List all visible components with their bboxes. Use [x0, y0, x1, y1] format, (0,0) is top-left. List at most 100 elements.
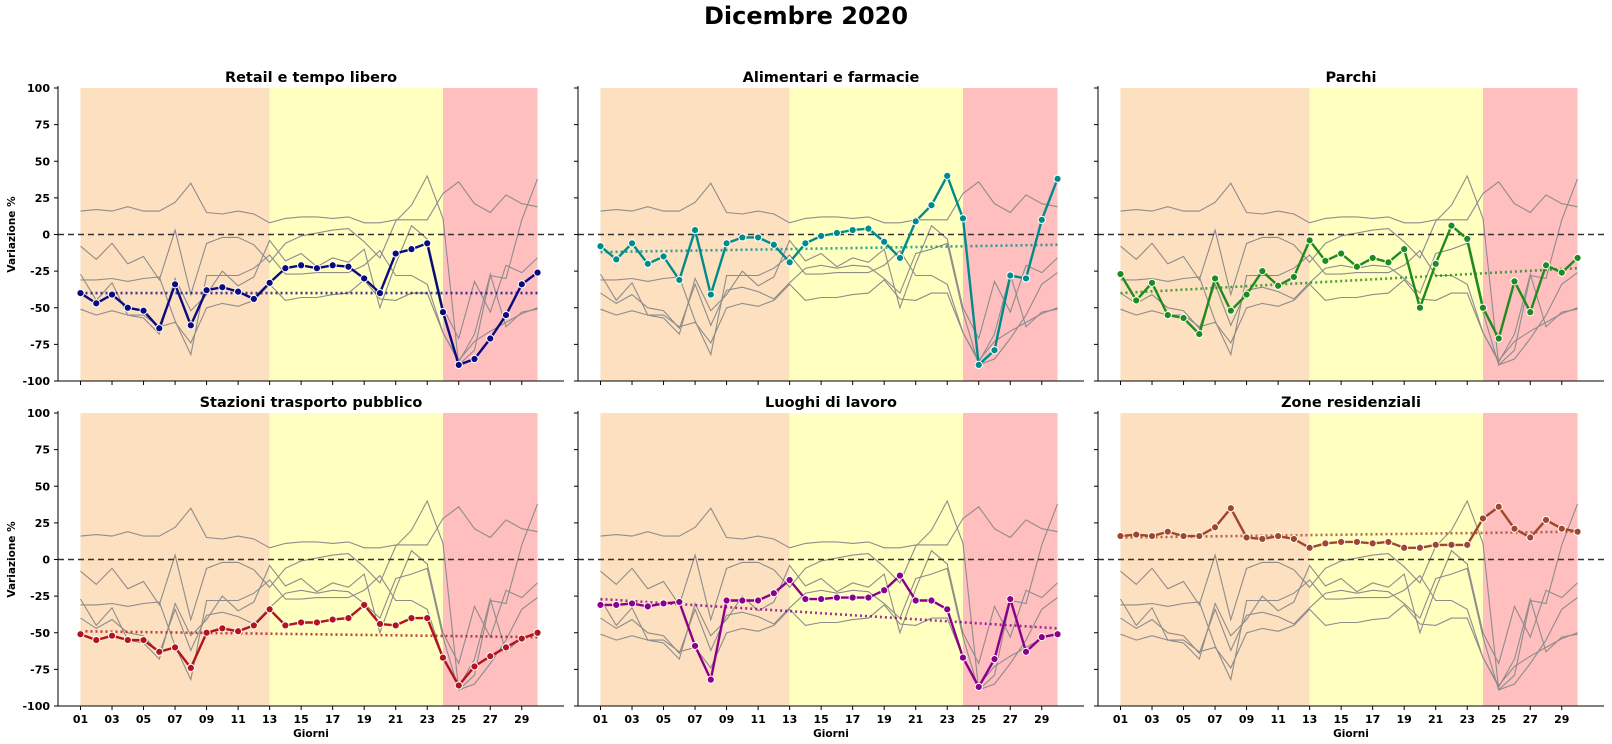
data-point	[1163, 310, 1172, 320]
subplot-5: 01 03 05 07 09 11 13 15 17 19 21 23 25 27 29 Luoghi di …	[574, 395, 1084, 740]
data-point	[785, 258, 794, 267]
data-point	[423, 614, 432, 623]
data-point	[1400, 543, 1409, 552]
x-tick-label: 15	[1333, 713, 1348, 726]
data-point	[1510, 524, 1519, 533]
data-point	[895, 253, 905, 263]
data-point	[139, 306, 148, 315]
data-point	[1274, 531, 1283, 541]
data-point	[911, 596, 920, 605]
data-point	[170, 280, 180, 289]
data-point	[1573, 527, 1582, 536]
x-tick-label: 07	[1207, 713, 1222, 726]
x-tick-label: 07	[167, 713, 182, 726]
subplot-title: Retail e tempo libero	[225, 70, 397, 86]
data-point	[344, 614, 353, 623]
data-point	[1400, 245, 1409, 254]
data-point	[423, 239, 432, 248]
data-point	[1116, 531, 1125, 541]
data-point	[1132, 530, 1141, 539]
x-tick-label: 09	[1239, 713, 1254, 726]
context-line-6	[80, 506, 538, 549]
y-axis-label: Variazione %	[6, 521, 18, 598]
data-point	[675, 597, 684, 607]
subplot-6: 01 03 05 07 09 11 13 15 17 19 21 23 25 27 29 Zone resid…	[1094, 395, 1604, 740]
data-point	[832, 228, 842, 238]
data-point	[769, 589, 778, 598]
data-point	[1210, 274, 1220, 283]
data-point	[722, 596, 731, 605]
data-point	[958, 214, 968, 223]
data-point	[1179, 313, 1188, 323]
context-line-6	[600, 181, 1058, 224]
data-point	[722, 239, 731, 248]
data-point	[974, 360, 983, 369]
data-point	[454, 360, 463, 369]
x-tick-label: 07	[687, 713, 702, 726]
x-tick-label: 01	[1113, 713, 1128, 726]
data-point	[659, 599, 668, 608]
data-point	[360, 274, 369, 283]
x-tick-label: 27	[1003, 713, 1018, 726]
data-point	[123, 635, 132, 645]
y-tick-label: 0	[42, 229, 50, 242]
data-point	[76, 289, 85, 298]
data-point	[864, 593, 873, 602]
data-point	[1526, 308, 1535, 317]
data-point	[738, 233, 747, 242]
x-tick-label: 17	[845, 713, 860, 726]
data-point	[690, 226, 700, 235]
data-point	[1006, 594, 1015, 604]
data-point	[643, 259, 652, 268]
data-point	[517, 280, 526, 289]
data-point	[1384, 258, 1393, 267]
subplot-title: Parchi	[1325, 70, 1376, 86]
x-tick-label: 19	[877, 713, 892, 726]
x-tick-label: 25	[451, 713, 466, 726]
data-point	[107, 290, 117, 299]
x-tick-label: 05	[1176, 713, 1191, 726]
data-point	[1557, 268, 1566, 277]
data-point	[375, 619, 385, 629]
subplot-3: Parchi	[1094, 70, 1604, 385]
data-point	[1321, 539, 1330, 548]
y-tick-label: 50	[35, 480, 51, 493]
data-point	[706, 290, 715, 299]
data-point	[281, 621, 290, 630]
context-line-6	[1120, 181, 1578, 224]
data-point	[1226, 504, 1235, 513]
data-point	[1226, 306, 1235, 315]
data-point	[1053, 630, 1062, 639]
data-point	[1368, 253, 1377, 263]
data-point	[754, 233, 763, 242]
data-point	[1478, 303, 1488, 312]
data-point	[1163, 527, 1172, 536]
data-point	[328, 615, 337, 624]
data-point	[1447, 221, 1456, 230]
data-point	[470, 354, 479, 364]
data-point	[1415, 303, 1425, 312]
data-point	[738, 596, 747, 605]
x-tick-label: 27	[483, 713, 498, 726]
data-point	[911, 217, 920, 226]
data-point	[312, 618, 321, 627]
data-point	[1431, 540, 1440, 549]
subplot-1: 100 75 50 25 0 -25 -50 -75 -100 Retail e tempo li…	[6, 70, 564, 388]
data-point	[1179, 531, 1188, 541]
data-point	[486, 652, 495, 661]
x-tick-label: 19	[357, 713, 372, 726]
data-point	[596, 600, 605, 610]
data-point	[1384, 537, 1393, 547]
y-tick-label: 50	[35, 155, 51, 168]
y-tick-label: 25	[35, 192, 50, 205]
x-tick-label: 03	[1144, 713, 1159, 726]
data-point	[234, 287, 243, 296]
x-tick-label: 15	[813, 713, 828, 726]
x-tick-label: 17	[325, 713, 340, 726]
data-point	[407, 245, 416, 254]
data-point	[848, 226, 857, 235]
data-point	[155, 647, 164, 656]
data-point	[155, 324, 164, 333]
data-point	[1415, 543, 1425, 552]
data-point	[990, 346, 999, 355]
